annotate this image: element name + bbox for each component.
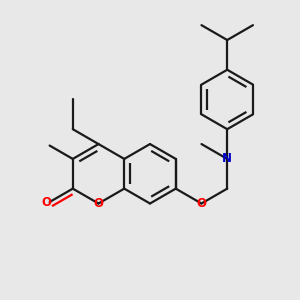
Text: O: O [94, 197, 103, 210]
Text: N: N [222, 152, 232, 165]
Text: O: O [42, 196, 52, 208]
Text: O: O [196, 197, 206, 210]
